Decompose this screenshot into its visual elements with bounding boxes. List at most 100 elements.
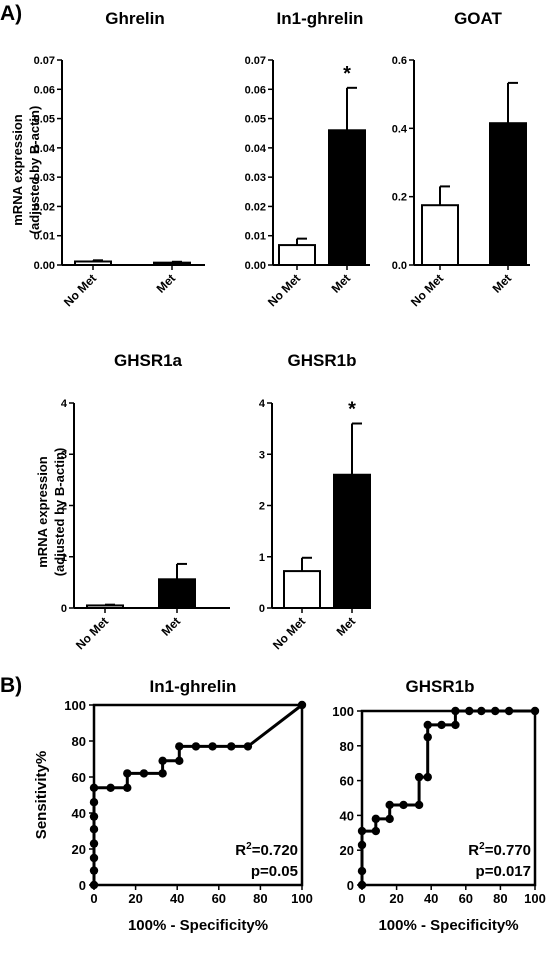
- bar-ylabel-bottom-line1: mRNA expression: [35, 456, 50, 568]
- roc-point: [491, 706, 500, 716]
- roc-point: [371, 814, 381, 824]
- x-tick-label: 40: [424, 891, 438, 906]
- roc-point: [243, 742, 253, 751]
- panel-label-b: B): [0, 674, 22, 697]
- y-tick-label: 0: [347, 878, 354, 893]
- x-axis-label: 100% - Specificity%: [378, 917, 518, 934]
- y-tick-label: 2: [61, 501, 67, 513]
- bar-no-met: [283, 570, 321, 609]
- bar-met: [489, 122, 527, 267]
- roc-point: [139, 769, 149, 778]
- roc-point: [371, 826, 381, 836]
- chart-title: GHSR1b: [406, 677, 475, 696]
- roc-curve: [360, 709, 535, 885]
- bar-no-met: [86, 604, 124, 609]
- y-tick-label: 0.04: [34, 143, 56, 155]
- p-value-label: p=0.05: [251, 863, 298, 880]
- roc-ylabel-text: Sensitivity%: [33, 751, 50, 839]
- y-tick-label: 0.2: [392, 192, 407, 204]
- chart-title: In1-ghrelin: [150, 677, 237, 696]
- bar-no-met: [278, 244, 316, 266]
- x-axis-label: 100% - Specificity%: [128, 917, 268, 934]
- chart-title: GHSR1a: [114, 351, 183, 370]
- significance-star: *: [343, 63, 351, 85]
- y-tick-label: 20: [340, 843, 354, 858]
- bar-ylabel-bottom: mRNA expression (adjusted by B-actin): [35, 448, 67, 577]
- category-label: No Met: [408, 271, 446, 309]
- roc-point: [106, 783, 115, 792]
- category-label: Met: [329, 271, 354, 296]
- roc-point: [385, 814, 394, 824]
- roc-point: [451, 706, 460, 716]
- y-tick-label: 0.02: [34, 201, 55, 213]
- roc-ylabel: Sensitivity%: [33, 751, 50, 839]
- roc-point: [451, 720, 460, 730]
- r-squared-label: R2=0.770: [468, 841, 531, 859]
- y-tick-label: 3: [61, 449, 67, 461]
- roc-point: [89, 839, 99, 848]
- category-label: Met: [154, 271, 179, 296]
- r-squared-label: R2=0.720: [235, 841, 298, 859]
- x-tick-label: 80: [493, 891, 507, 906]
- y-tick-label: 0.07: [245, 55, 266, 67]
- roc-chart-2: GHSR1b 0 20 40 60 80 100 0 20 40 60 80 100 100% - Spe…: [332, 677, 546, 934]
- roc-point: [158, 769, 167, 778]
- roc-point: [89, 825, 99, 834]
- roc-point: [465, 706, 474, 716]
- x-tick-label: 80: [253, 891, 267, 906]
- roc-point: [89, 880, 99, 890]
- y-tick-label: 0.05: [245, 114, 266, 126]
- y-tick-label: 60: [340, 774, 354, 789]
- roc-point: [89, 812, 99, 821]
- roc-point: [504, 706, 514, 716]
- y-tick-label: 0: [79, 878, 86, 893]
- y-tick-label: 80: [72, 734, 86, 749]
- roc-chart-1: In1-ghrelin 0 20 40 60 80 100 0 20 40 60 80 100 100% …: [64, 677, 313, 934]
- y-tick-label: 20: [72, 842, 86, 857]
- y-tick-label: 0.6: [392, 55, 407, 67]
- bar-met: [333, 473, 371, 609]
- bar-ylabel-bottom-line2: (adjusted by B-actin): [52, 448, 67, 577]
- y-tick-label: 40: [340, 808, 354, 823]
- y-tick-label: 0.01: [34, 231, 55, 243]
- y-tick-label: 0.06: [245, 84, 266, 96]
- roc-point: [477, 706, 486, 716]
- roc-point: [530, 706, 540, 716]
- bar-chart-5: GHSR1b 0 1 2 3 4 No Met Met *: [259, 351, 371, 652]
- roc-point: [423, 772, 432, 782]
- y-tick-label: 2: [259, 501, 265, 513]
- y-tick-label: 0.00: [34, 260, 55, 272]
- y-tick-label: 100: [64, 698, 86, 713]
- y-tick-label: 40: [72, 806, 86, 821]
- y-tick-label: 0.04: [245, 143, 267, 155]
- x-tick-label: 40: [170, 891, 184, 906]
- y-tick-label: 0.00: [245, 260, 266, 272]
- bar-ylabel-top-line2: (adjusted by B-actin): [27, 106, 42, 235]
- bar-ylabel-top-line1: mRNA expression: [10, 114, 25, 226]
- bar-chart-3: GOAT 0.0 0.2 0.4 0.6 No Met Met: [392, 9, 530, 309]
- y-tick-label: 0.06: [34, 84, 55, 96]
- chart-title: GOAT: [454, 9, 502, 28]
- y-tick-label: 3: [259, 449, 265, 461]
- y-tick-label: 0.03: [34, 172, 55, 184]
- x-tick-label: 0: [358, 891, 365, 906]
- y-tick-label: 1: [61, 552, 67, 564]
- x-tick-label: 60: [212, 891, 226, 906]
- bar-chart-1: Ghrelin 0.00 0.01 0.02 0.03 0.04 0.05 0.06 0.07 N…: [34, 9, 205, 309]
- bar-ylabel-top: mRNA expression (adjusted by B-actin): [10, 106, 42, 235]
- roc-point: [423, 732, 432, 742]
- y-tick-label: 60: [72, 770, 86, 785]
- bar-no-met: [421, 204, 459, 266]
- x-tick-label: 20: [389, 891, 403, 906]
- roc-point: [227, 742, 236, 751]
- y-tick-label: 0.02: [245, 201, 266, 213]
- y-tick-label: 0.07: [34, 55, 55, 67]
- roc-point: [191, 742, 201, 751]
- y-tick-label: 0.01: [245, 231, 266, 243]
- roc-point: [89, 853, 99, 863]
- x-tick-label: 100: [524, 891, 546, 906]
- category-label: Met: [334, 614, 359, 639]
- roc-point: [123, 783, 132, 792]
- bar-met: [158, 578, 196, 609]
- bar-chart-4: GHSR1a 0 1 2 3 4 No Met Met: [61, 351, 230, 652]
